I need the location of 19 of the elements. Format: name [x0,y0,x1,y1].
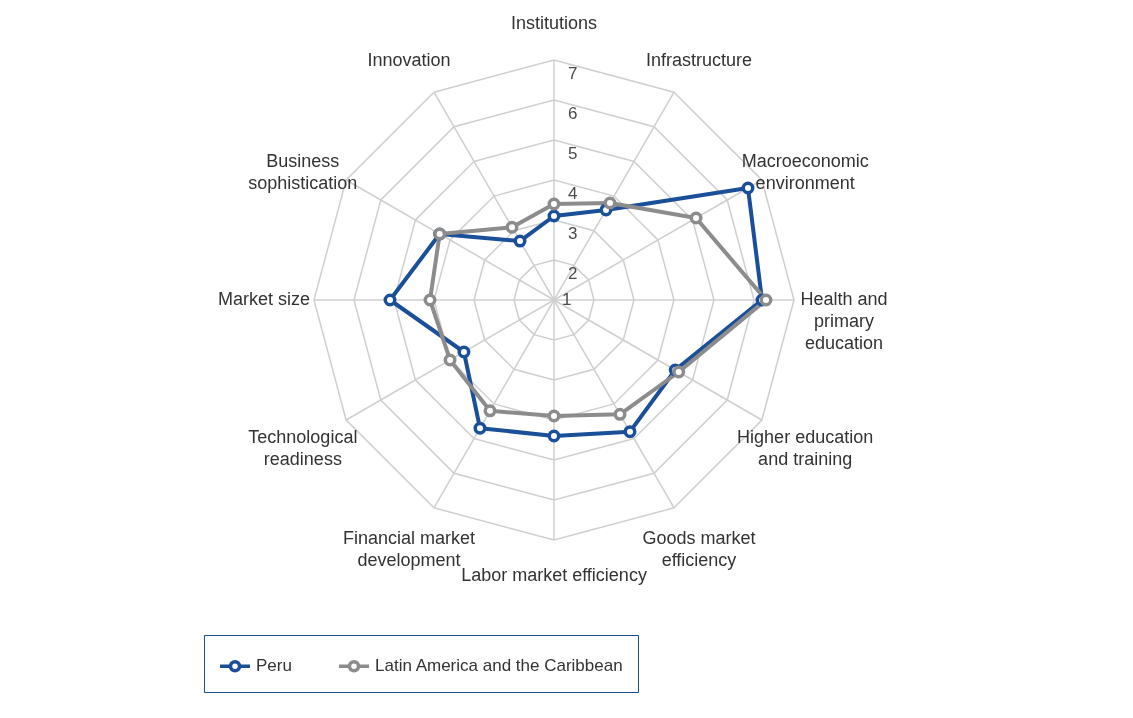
spoke-label: Technological readiness [248,427,358,469]
spoke-label: Innovation [367,49,451,70]
spoke-label: Market size [217,289,311,309]
legend-label: Peru [256,656,292,676]
y-tick-label: 5 [568,144,578,163]
y-tick-label: 4 [568,184,578,203]
spoke-label: Institutions [510,13,598,33]
y-tick-label: 3 [568,224,578,243]
legend-label: Latin America and the Caribbean [375,656,623,676]
y-tick-label: 6 [568,104,578,123]
spoke-label: Goods market efficiency [642,528,756,571]
spoke-label: Infrastructure [645,49,753,70]
spoke-label: Higher education and training [737,427,874,469]
spoke-label: Health and primary education [800,289,888,353]
y-tick-label: 2 [568,264,578,283]
spoke-label: Business sophistication [248,151,358,193]
spoke-label: Macroeconomic environment [741,151,869,193]
y-tick-label: 7 [568,64,578,83]
y-tick-label: 1 [562,290,572,309]
